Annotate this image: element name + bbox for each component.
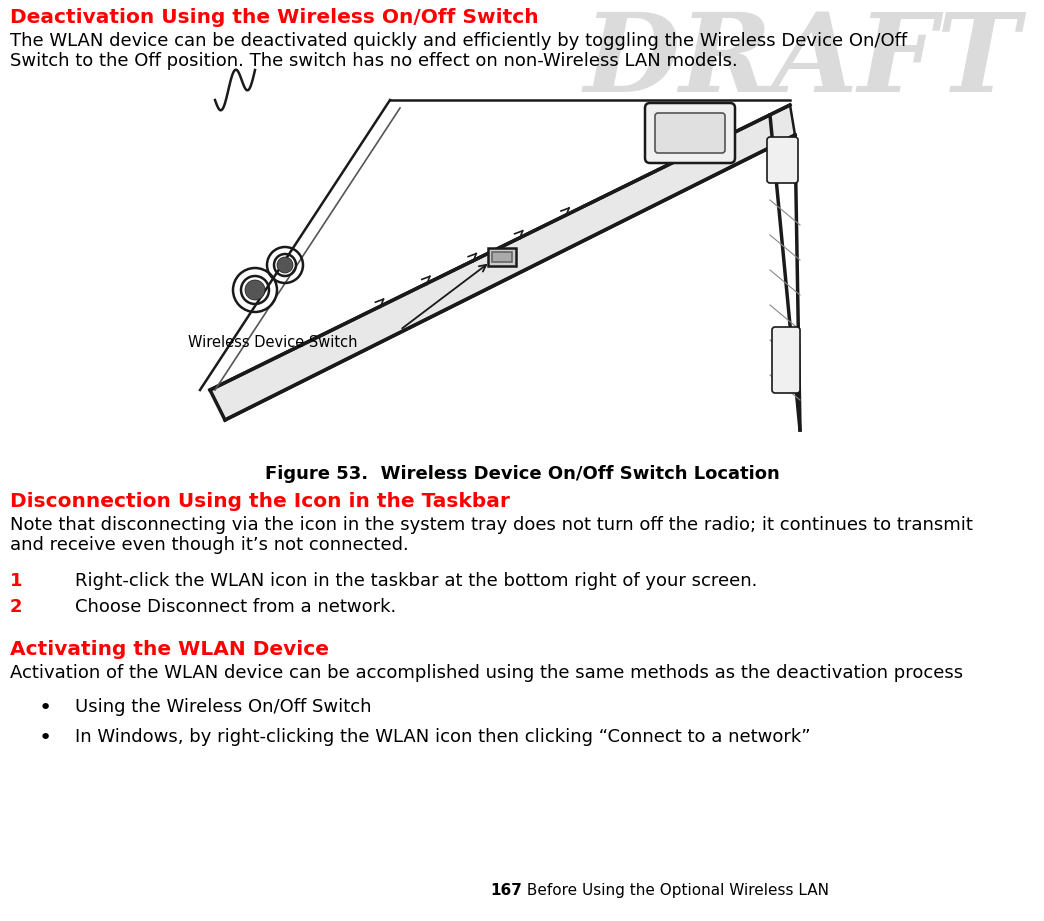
Text: Before Using the Optional Wireless LAN: Before Using the Optional Wireless LAN bbox=[522, 883, 829, 898]
Text: Disconnection Using the Icon in the Taskbar: Disconnection Using the Icon in the Task… bbox=[10, 492, 509, 511]
Text: 1: 1 bbox=[10, 572, 23, 590]
Text: Activating the WLAN Device: Activating the WLAN Device bbox=[10, 640, 329, 659]
Bar bbox=[492, 252, 512, 262]
Text: Deactivation Using the Wireless On/Off Switch: Deactivation Using the Wireless On/Off S… bbox=[10, 8, 539, 27]
Text: •: • bbox=[39, 728, 51, 748]
Text: Figure 53.  Wireless Device On/Off Switch Location: Figure 53. Wireless Device On/Off Switch… bbox=[264, 465, 780, 483]
FancyBboxPatch shape bbox=[767, 137, 798, 183]
Text: Activation of the WLAN device can be accomplished using the same methods as the : Activation of the WLAN device can be acc… bbox=[10, 664, 964, 682]
Text: Using the Wireless On/Off Switch: Using the Wireless On/Off Switch bbox=[75, 698, 372, 716]
Text: Choose Disconnect from a network.: Choose Disconnect from a network. bbox=[75, 598, 397, 616]
Bar bbox=[488, 248, 516, 266]
Text: DRAFT: DRAFT bbox=[584, 8, 1020, 115]
FancyBboxPatch shape bbox=[772, 327, 800, 393]
FancyBboxPatch shape bbox=[655, 113, 725, 153]
Circle shape bbox=[277, 257, 293, 273]
Text: In Windows, by right-clicking the WLAN icon then clicking “Connect to a network”: In Windows, by right-clicking the WLAN i… bbox=[75, 728, 810, 746]
Text: The WLAN device can be deactivated quickly and efficiently by toggling the Wirel: The WLAN device can be deactivated quick… bbox=[10, 32, 907, 50]
Text: 167: 167 bbox=[490, 883, 522, 898]
Text: and receive even though it’s not connected.: and receive even though it’s not connect… bbox=[10, 536, 409, 554]
FancyBboxPatch shape bbox=[645, 103, 735, 163]
Circle shape bbox=[245, 280, 265, 300]
Text: Note that disconnecting via the icon in the system tray does not turn off the ra: Note that disconnecting via the icon in … bbox=[10, 516, 973, 534]
Text: •: • bbox=[39, 698, 51, 718]
Text: 2: 2 bbox=[10, 598, 23, 616]
Text: Wireless Device Switch: Wireless Device Switch bbox=[188, 335, 357, 350]
Text: Right-click the WLAN icon in the taskbar at the bottom right of your screen.: Right-click the WLAN icon in the taskbar… bbox=[75, 572, 757, 590]
Text: Switch to the Off position. The switch has no effect on non-Wireless LAN models.: Switch to the Off position. The switch h… bbox=[10, 52, 738, 70]
Polygon shape bbox=[210, 105, 794, 420]
